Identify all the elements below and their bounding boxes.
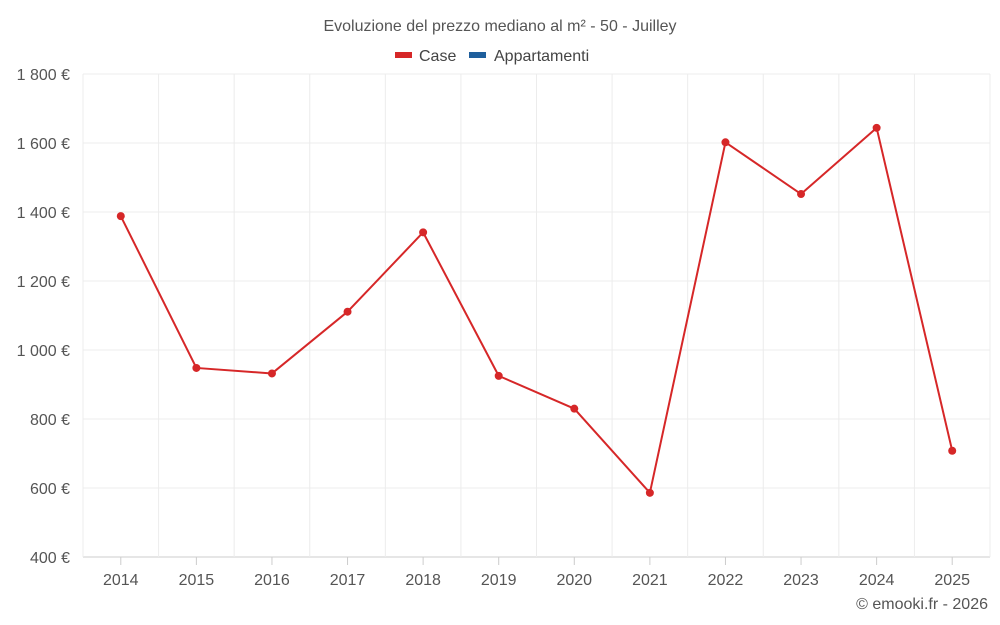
data-point-case-2025[interactable] [948, 446, 957, 455]
x-tick-label: 2020 [556, 572, 592, 589]
x-tick-label: 2021 [632, 572, 668, 589]
y-tick-label: 1 600 € [17, 136, 70, 153]
legend-item-appartamenti[interactable]: Appartamenti [469, 48, 589, 65]
x-tick-label: 2014 [103, 572, 139, 589]
credit-text: © emooki.fr - 2026 [856, 596, 988, 613]
y-tick-label: 400 € [30, 550, 70, 567]
data-point-case-2021[interactable] [645, 488, 654, 497]
x-tick-label: 2024 [859, 572, 895, 589]
legend: Case Appartamenti [395, 48, 589, 65]
x-axis-ticks: 2014 2015 2016 2017 2018 2019 2020 2021 2022 2023… [103, 572, 970, 589]
y-tick-label: 600 € [30, 481, 70, 498]
chart-title: Evoluzione del prezzo mediano al m² - 50… [323, 18, 676, 35]
x-tick-label: 2017 [330, 572, 366, 589]
data-point-case-2023[interactable] [797, 190, 806, 199]
legend-label-appartamenti: Appartamenti [494, 48, 589, 65]
data-point-case-2018[interactable] [419, 228, 428, 237]
y-tick-label: 800 € [30, 412, 70, 429]
data-point-case-2019[interactable] [494, 371, 503, 380]
data-point-case-2017[interactable] [343, 307, 352, 316]
x-tick-label: 2022 [708, 572, 744, 589]
series-case [116, 123, 957, 497]
data-point-case-2014[interactable] [116, 212, 125, 221]
data-point-case-2015[interactable] [192, 363, 201, 372]
y-axis-ticks: 1 800 € 1 600 € 1 400 € 1 200 € 1 000 € 800 €… [17, 67, 70, 567]
legend-swatch-case [395, 52, 412, 58]
legend-label-case: Case [419, 48, 456, 65]
y-tick-label: 1 200 € [17, 274, 70, 291]
x-tick-label: 2016 [254, 572, 290, 589]
x-tick-label: 2019 [481, 572, 517, 589]
y-tick-label: 1 800 € [17, 67, 70, 84]
data-point-case-2024[interactable] [872, 123, 881, 132]
data-point-case-2022[interactable] [721, 138, 730, 147]
legend-swatch-appartamenti [469, 52, 486, 58]
y-tick-label: 1 000 € [17, 343, 70, 360]
x-tick-label: 2018 [405, 572, 441, 589]
x-tick-label: 2015 [179, 572, 215, 589]
data-point-case-2020[interactable] [570, 404, 579, 413]
y-tick-label: 1 400 € [17, 205, 70, 222]
data-point-case-2016[interactable] [267, 369, 276, 378]
x-tick-label: 2023 [783, 572, 819, 589]
series-line-case [119, 126, 954, 494]
legend-item-case[interactable]: Case [395, 48, 456, 65]
x-tick-label: 2025 [934, 572, 970, 589]
